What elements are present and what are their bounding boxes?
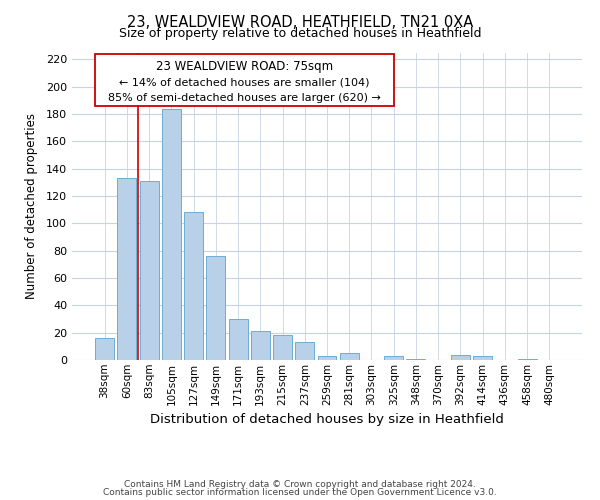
Bar [95,338,114,360]
X-axis label: Distribution of detached houses by size in Heathfield: Distribution of detached houses by size … [150,413,504,426]
Bar [518,358,536,360]
Bar [273,336,292,360]
Bar [206,256,225,360]
Bar [251,332,270,360]
Text: 23 WEALDVIEW ROAD: 75sqm: 23 WEALDVIEW ROAD: 75sqm [155,60,333,74]
Bar [140,181,158,360]
Bar [473,356,492,360]
FancyBboxPatch shape [95,54,394,106]
Text: 85% of semi-detached houses are larger (620) →: 85% of semi-detached houses are larger (… [108,93,380,103]
Bar [229,319,248,360]
Bar [295,342,314,360]
Bar [340,353,359,360]
Y-axis label: Number of detached properties: Number of detached properties [25,114,38,299]
Text: Contains public sector information licensed under the Open Government Licence v3: Contains public sector information licen… [103,488,497,497]
Bar [406,358,425,360]
Bar [118,178,136,360]
Text: 23, WEALDVIEW ROAD, HEATHFIELD, TN21 0XA: 23, WEALDVIEW ROAD, HEATHFIELD, TN21 0XA [127,15,473,30]
Bar [162,108,181,360]
Bar [384,356,403,360]
Bar [451,354,470,360]
Text: Contains HM Land Registry data © Crown copyright and database right 2024.: Contains HM Land Registry data © Crown c… [124,480,476,489]
Text: Size of property relative to detached houses in Heathfield: Size of property relative to detached ho… [119,28,481,40]
Bar [184,212,203,360]
Text: ← 14% of detached houses are smaller (104): ← 14% of detached houses are smaller (10… [119,78,370,88]
Bar [317,356,337,360]
